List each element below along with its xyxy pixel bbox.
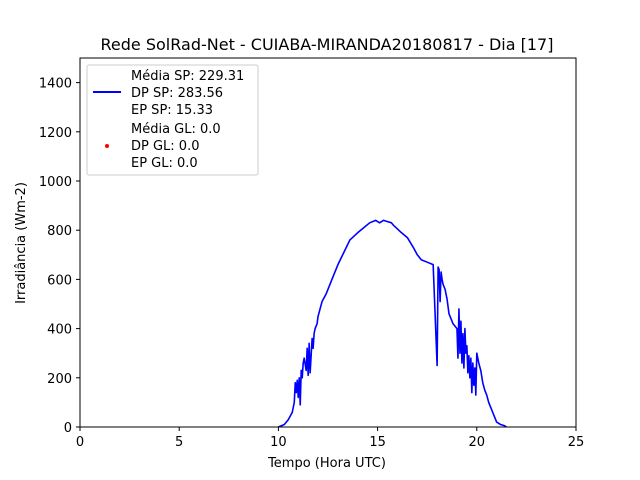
- y-tick-label: 0: [64, 421, 72, 436]
- chart-title: Rede SolRad-Net - CUIABA-MIRANDA20180817…: [101, 35, 554, 54]
- legend-gl-line-1: Média GL: 0.0: [131, 122, 221, 137]
- x-axis-label: Tempo (Hora UTC): [267, 456, 386, 471]
- legend-box: [86, 64, 259, 176]
- y-axis-ticks: 0 200 400 600 800 1000 1200 1400: [39, 77, 80, 436]
- x-tick-label: 0: [76, 435, 84, 450]
- plot-area: [278, 219, 507, 428]
- legend-sp-line-2: DP SP: 283.56: [131, 86, 223, 101]
- y-tick-label: 1200: [39, 126, 72, 141]
- y-tick-label: 800: [47, 224, 72, 239]
- legend-gl-line-2: DP GL: 0.0: [131, 139, 200, 154]
- series-line-sp: [278, 219, 507, 428]
- x-tick-label: 25: [568, 435, 585, 450]
- plot-frame: [79, 57, 577, 428]
- legend-sp-line-3: EP SP: 15.33: [131, 103, 213, 118]
- x-tick-label: 15: [369, 435, 386, 450]
- legend-sp-line-1: Média SP: 229.31: [131, 69, 244, 84]
- legend: Média SP: 229.31 DP SP: 283.56 EP SP: 15…: [86, 64, 259, 176]
- y-tick-label: 1000: [39, 175, 72, 190]
- y-tick-label: 400: [47, 323, 72, 338]
- y-tick-label: 600: [47, 273, 72, 288]
- x-tick-label: 5: [175, 435, 183, 450]
- y-tick-label: 1400: [39, 77, 72, 92]
- x-axis-ticks: 0 5 10 15 20 25: [76, 427, 584, 450]
- legend-swatch-gl: [105, 144, 109, 148]
- x-tick-label: 10: [270, 435, 287, 450]
- y-tick-label: 200: [47, 372, 72, 387]
- y-axis-label: Irradiância (Wm-2): [14, 182, 29, 304]
- x-tick-label: 20: [469, 435, 486, 450]
- legend-gl-line-3: EP GL: 0.0: [131, 156, 198, 171]
